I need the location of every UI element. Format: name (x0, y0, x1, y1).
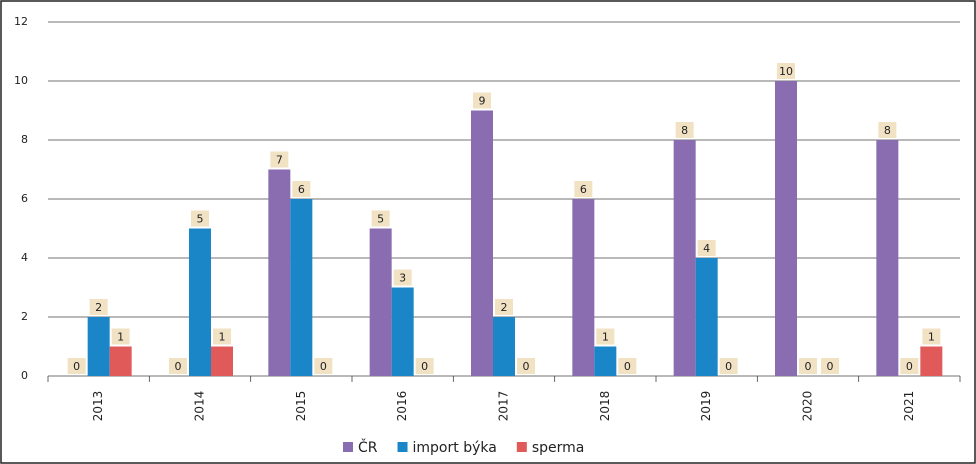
bar (189, 228, 211, 376)
value-label: 6 (298, 183, 305, 196)
y-tick-label: 6 (21, 192, 28, 205)
bar (594, 346, 617, 376)
value-label-box (878, 122, 897, 138)
y-tick-label: 0 (21, 369, 28, 382)
value-label: 2 (501, 301, 508, 314)
legend-swatch (397, 442, 408, 452)
value-label-box (821, 358, 839, 374)
bar (211, 346, 233, 376)
value-label: 8 (681, 124, 688, 137)
x-tick-label: 2013 (91, 391, 105, 422)
value-label-box (270, 151, 289, 168)
bar (920, 346, 943, 376)
value-label-box (697, 240, 716, 256)
bar (471, 110, 493, 376)
x-tick-label: 2018 (598, 391, 612, 422)
bar (109, 346, 132, 376)
y-tick-label: 4 (21, 251, 28, 264)
x-tick-label: 2021 (902, 391, 916, 422)
value-label: 0 (175, 360, 182, 373)
bar (290, 199, 313, 376)
value-label-box (473, 92, 491, 109)
value-label: 3 (399, 272, 406, 285)
value-label-box (495, 299, 513, 315)
value-label: 0 (827, 360, 834, 373)
value-label-box (719, 358, 738, 374)
legend-swatch (343, 442, 353, 452)
value-label-box (596, 328, 615, 345)
bar (87, 317, 110, 376)
value-label: 1 (117, 331, 124, 344)
x-tick-label: 2014 (193, 391, 207, 422)
value-label: 0 (320, 360, 327, 373)
bar (493, 317, 515, 376)
bar (369, 228, 392, 376)
bar (775, 81, 797, 376)
value-label: 4 (703, 242, 710, 255)
value-label-box (169, 358, 187, 374)
value-label-box (777, 63, 795, 79)
y-tick-label: 2 (21, 310, 28, 323)
value-label-box (922, 328, 941, 345)
value-label: 0 (805, 360, 812, 373)
bar (391, 287, 414, 376)
value-label: 0 (421, 360, 428, 373)
x-tick-label: 2017 (497, 391, 511, 422)
value-label-box (67, 358, 86, 374)
bar (268, 169, 291, 376)
value-label-box (900, 358, 919, 374)
value-label-box (675, 122, 694, 138)
value-label: 8 (884, 124, 891, 137)
value-label: 5 (377, 213, 384, 226)
value-label-box (292, 181, 311, 197)
bar (572, 199, 595, 376)
value-label: 0 (73, 360, 80, 373)
value-label: 9 (479, 95, 486, 108)
bar (695, 258, 718, 376)
x-tick-label: 2019 (699, 391, 713, 422)
value-label-box (191, 210, 209, 227)
value-label: 1 (602, 331, 609, 344)
legend-label: import býka (413, 440, 497, 456)
value-label-box (415, 358, 434, 374)
value-label: 6 (580, 183, 587, 196)
legend-label: ČR (358, 438, 378, 456)
value-label-box (517, 358, 535, 374)
value-label-box (111, 328, 130, 345)
x-tick-label: 2015 (294, 391, 308, 422)
value-label: 0 (906, 360, 913, 373)
x-tick-label: 2020 (801, 391, 815, 422)
value-label: 0 (523, 360, 530, 373)
value-label-box (213, 328, 231, 345)
value-label: 5 (197, 213, 204, 226)
value-label-box (618, 358, 637, 374)
y-tick-label: 12 (14, 15, 28, 28)
value-label-box (314, 358, 333, 374)
value-label-box (393, 269, 412, 286)
legend-label: sperma (532, 440, 585, 456)
value-label: 10 (779, 65, 793, 78)
legend-swatch (516, 442, 527, 452)
bar (876, 140, 899, 376)
value-label-box (799, 358, 817, 374)
value-label: 0 (725, 360, 732, 373)
value-label: 7 (276, 154, 283, 167)
value-label: 1 (928, 331, 935, 344)
value-label-box (574, 181, 593, 197)
value-label: 1 (219, 331, 226, 344)
value-label: 2 (95, 301, 102, 314)
bar (673, 140, 696, 376)
value-label-box (371, 210, 390, 227)
y-tick-label: 10 (14, 74, 28, 87)
y-tick-label: 8 (21, 133, 28, 146)
x-tick-label: 2016 (395, 391, 409, 422)
value-label: 0 (624, 360, 631, 373)
value-label-box (89, 299, 108, 315)
